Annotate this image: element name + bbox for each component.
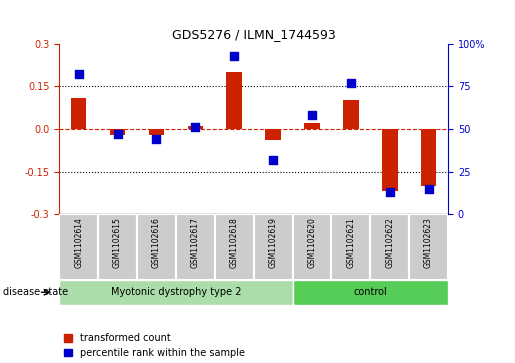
Text: Myotonic dystrophy type 2: Myotonic dystrophy type 2 [111, 287, 241, 297]
Point [347, 80, 355, 86]
Bar [149, 129, 164, 135]
Bar [176, 214, 215, 280]
Bar [421, 129, 436, 186]
Bar [293, 214, 332, 280]
Bar [293, 280, 448, 305]
Bar [59, 280, 293, 305]
Text: control: control [353, 287, 387, 297]
Text: GSM1102616: GSM1102616 [152, 217, 161, 268]
Point [230, 53, 238, 58]
Bar [409, 214, 448, 280]
Text: GSM1102621: GSM1102621 [347, 217, 355, 268]
Bar [59, 214, 98, 280]
Text: GSM1102618: GSM1102618 [230, 217, 238, 268]
Point [269, 157, 277, 163]
Bar [265, 129, 281, 140]
Bar [71, 98, 87, 129]
Point [113, 131, 122, 137]
Text: GSM1102615: GSM1102615 [113, 217, 122, 268]
Text: GSM1102623: GSM1102623 [424, 217, 433, 268]
Bar [137, 214, 176, 280]
Text: GSM1102619: GSM1102619 [269, 217, 278, 268]
Title: GDS5276 / ILMN_1744593: GDS5276 / ILMN_1744593 [172, 28, 335, 41]
Bar [110, 129, 125, 135]
Legend: transformed count, percentile rank within the sample: transformed count, percentile rank withi… [64, 333, 245, 358]
Point [191, 124, 199, 130]
Point [152, 136, 161, 142]
Bar [187, 126, 203, 129]
Point [386, 189, 394, 195]
Point [75, 72, 83, 77]
Bar [98, 214, 137, 280]
Bar [370, 214, 409, 280]
Text: GSM1102617: GSM1102617 [191, 217, 200, 268]
Bar [215, 214, 253, 280]
Bar [382, 129, 398, 191]
Point [424, 186, 433, 192]
Bar [332, 214, 370, 280]
Bar [227, 72, 242, 129]
Bar [253, 214, 293, 280]
Bar [343, 101, 358, 129]
Text: GSM1102614: GSM1102614 [74, 217, 83, 268]
Text: GSM1102622: GSM1102622 [385, 217, 394, 268]
Bar [304, 123, 320, 129]
Text: disease state: disease state [3, 287, 67, 297]
Point [308, 112, 316, 118]
Text: GSM1102620: GSM1102620 [307, 217, 316, 268]
